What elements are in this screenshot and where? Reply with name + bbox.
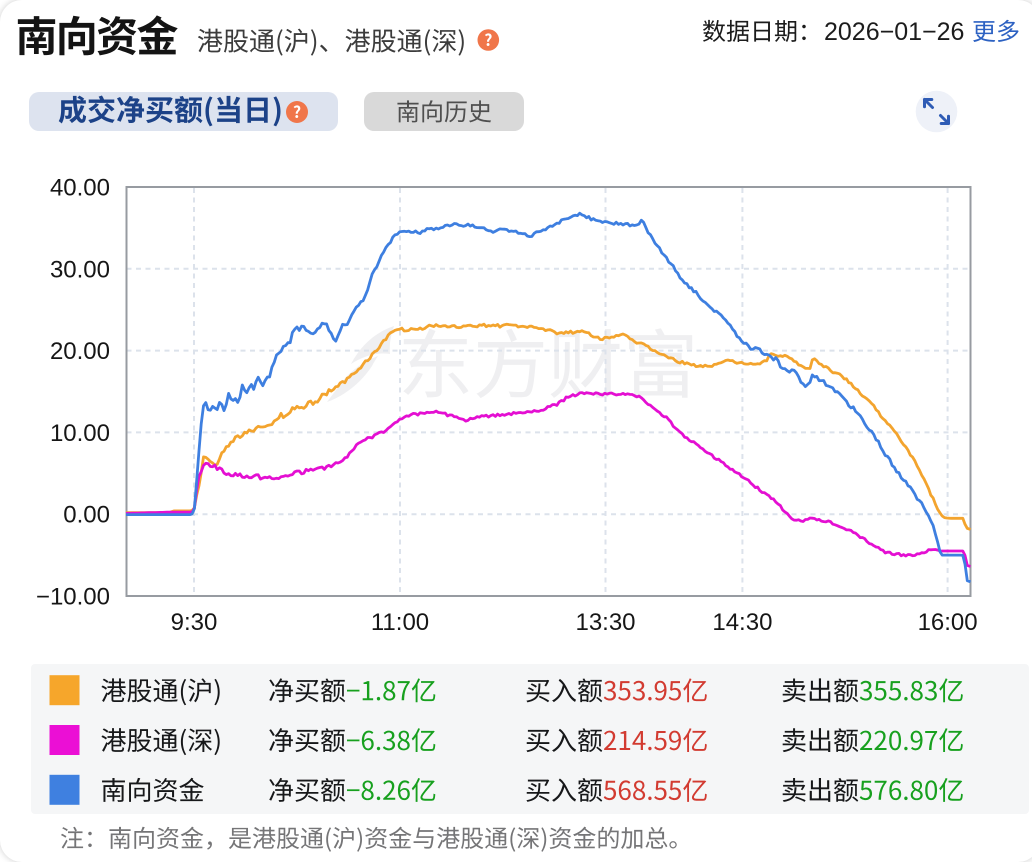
svg-text:2026−01−26: 2026−01−26 [824,18,964,46]
svg-text:0.00: 0.00 [63,502,110,529]
svg-text:14:30: 14:30 [712,609,772,636]
svg-text:20.00: 20.00 [50,338,110,365]
svg-text:10.00: 10.00 [50,420,110,447]
svg-text:30.00: 30.00 [50,256,110,283]
svg-text:9:30: 9:30 [171,609,218,636]
svg-text:16:00: 16:00 [918,609,978,636]
svg-text:11:00: 11:00 [371,609,429,636]
svg-text:13:30: 13:30 [575,609,635,636]
svg-text:40.00: 40.00 [50,175,110,202]
svg-text:−10.00: −10.00 [36,584,110,611]
